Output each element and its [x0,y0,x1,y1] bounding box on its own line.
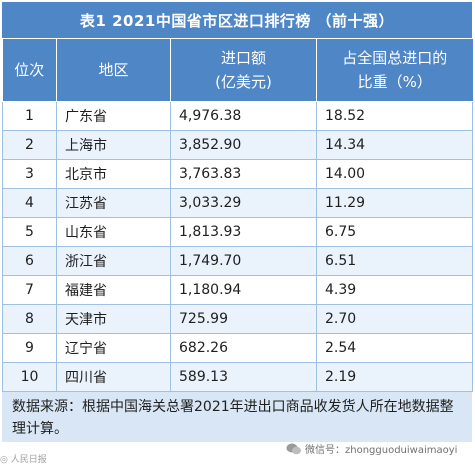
cell-share: 14.34 [316,130,473,160]
cell-imports: 4,976.38 [170,101,317,131]
cell-region: 福建省 [56,275,171,305]
header-share: 占全国总进口的 比重（%） [316,38,473,102]
cell-imports: 589.13 [170,362,317,392]
cell-rank: 10 [2,362,57,392]
table-row: 6 浙江省 1,749.70 6.51 [2,246,473,276]
cell-region: 四川省 [56,362,171,392]
source-note: 数据来源：根据中国海关总署2021年进出口商品收发货人所在地数据整理计算。 [2,392,472,442]
cell-region: 江苏省 [56,188,171,218]
cell-imports: 3,763.83 [170,159,317,189]
cell-rank: 2 [2,130,57,160]
watermark-right: 微信号：zhongguoduiwaimaoyi [286,441,457,456]
header-imports: 进口额 (亿美元) [170,38,317,102]
cell-rank: 3 [2,159,57,189]
cell-share: 2.70 [316,304,473,334]
cell-share: 4.39 [316,275,473,305]
cell-imports: 682.26 [170,333,317,363]
cell-rank: 1 [2,101,57,131]
cell-rank: 8 [2,304,57,334]
table-row: 9 辽宁省 682.26 2.54 [2,333,473,363]
cell-region: 天津市 [56,304,171,334]
cell-region: 辽宁省 [56,333,171,363]
header-region: 地区 [56,38,171,102]
cell-imports: 725.99 [170,304,317,334]
cell-share: 6.51 [316,246,473,276]
header-share-line2: 比重（%） [357,73,432,91]
header-imports-line2: (亿美元) [215,73,272,91]
header-imports-line1: 进口额 [220,49,266,67]
cell-rank: 4 [2,188,57,218]
cell-rank: 6 [2,246,57,276]
cell-region: 广东省 [56,101,171,131]
cell-share: 18.52 [316,101,473,131]
ranking-table-card: 表1 2021中国省市区进口排行榜 （前十强） 位次 地区 进口额 (亿美元) … [2,2,473,463]
cell-imports: 3,852.90 [170,130,317,160]
table-row: 8 天津市 725.99 2.70 [2,304,473,334]
table-row: 10 四川省 589.13 2.19 [2,362,473,392]
cell-region: 北京市 [56,159,171,189]
cell-share: 2.19 [316,362,473,392]
table-row: 5 山东省 1,813.93 6.75 [2,217,473,247]
header-share-line1: 占全国总进口的 [342,49,448,67]
cell-imports: 1,813.93 [170,217,317,247]
cell-share: 6.75 [316,217,473,247]
cell-share: 14.00 [316,159,473,189]
cell-imports: 3,033.29 [170,188,317,218]
header-row: 位次 地区 进口额 (亿美元) 占全国总进口的 比重（%） [2,38,473,102]
table-row: 4 江苏省 3,033.29 11.29 [2,188,473,218]
wechat-icon [286,443,301,454]
header-rank: 位次 [2,38,57,102]
cell-rank: 5 [2,217,57,247]
cell-imports: 1,749.70 [170,246,317,276]
watermark-left: ◎ 人民日报 [0,455,47,465]
table-row: 1 广东省 4,976.38 18.52 [2,101,473,131]
table-row: 3 北京市 3,763.83 14.00 [2,159,473,189]
table-row: 7 福建省 1,180.94 4.39 [2,275,473,305]
cell-rank: 7 [2,275,57,305]
table-row: 2 上海市 3,852.90 14.34 [2,130,473,160]
table-title: 表1 2021中国省市区进口排行榜 （前十强） [2,2,472,38]
cell-region: 山东省 [56,217,171,247]
cell-region: 浙江省 [56,246,171,276]
cell-imports: 1,180.94 [170,275,317,305]
cell-rank: 9 [2,333,57,363]
cell-region: 上海市 [56,130,171,160]
watermark-right-text: 微信号：zhongguoduiwaimaoyi [305,445,458,456]
import-ranking-table: 位次 地区 进口额 (亿美元) 占全国总进口的 比重（%） 1 广东省 4,97… [2,38,473,392]
cell-share: 2.54 [316,333,473,363]
cell-share: 11.29 [316,188,473,218]
